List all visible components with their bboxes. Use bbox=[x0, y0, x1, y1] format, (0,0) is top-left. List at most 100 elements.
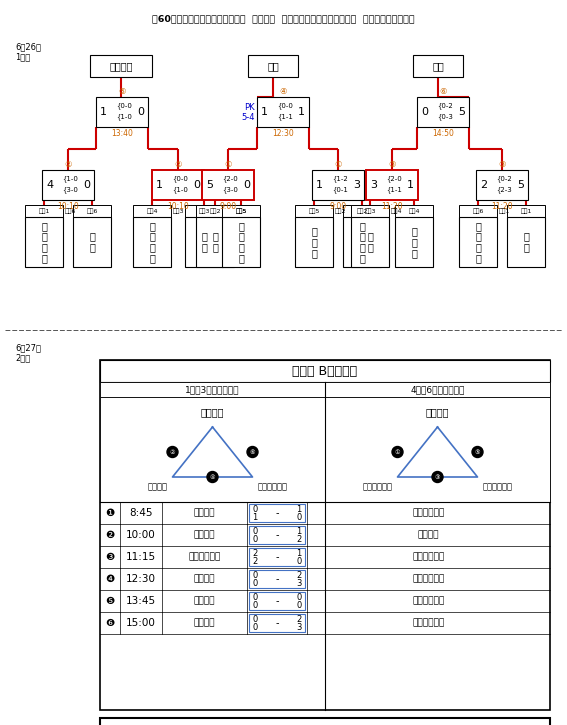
Bar bbox=[249, 592, 305, 610]
Bar bbox=[351, 217, 389, 267]
Text: -: - bbox=[275, 574, 279, 584]
Text: 浅
間: 浅 間 bbox=[201, 231, 207, 252]
Text: サニア Bグランド: サニア Bグランド bbox=[293, 365, 358, 378]
Text: ④: ④ bbox=[210, 474, 215, 479]
Text: {1-1: {1-1 bbox=[277, 114, 293, 120]
Bar bbox=[395, 205, 433, 217]
Text: ❹: ❹ bbox=[105, 574, 115, 584]
Text: 11:20: 11:20 bbox=[381, 202, 403, 211]
Text: 5: 5 bbox=[458, 107, 465, 117]
Text: 【東御東部】: 【東御東部】 bbox=[257, 482, 287, 491]
Bar bbox=[133, 217, 171, 267]
Text: ⑤: ⑤ bbox=[119, 87, 126, 96]
Bar bbox=[325, 397, 550, 502]
Text: 中
込: 中 込 bbox=[523, 231, 529, 252]
Text: 【上田第五】: 【上田第五】 bbox=[188, 552, 221, 561]
Text: ❶: ❶ bbox=[105, 508, 115, 518]
Text: {1-0: {1-0 bbox=[116, 114, 132, 120]
Bar bbox=[507, 205, 545, 217]
Text: 第60回長野県中学校総合体育大会  夏季大会  東信地区予選会東信ステージ  組み合わせ及び結果: 第60回長野県中学校総合体育大会 夏季大会 東信地区予選会東信ステージ 組み合わ… bbox=[152, 14, 414, 23]
Bar bbox=[25, 205, 63, 217]
Bar bbox=[90, 55, 152, 77]
Bar bbox=[202, 170, 254, 200]
Circle shape bbox=[472, 447, 483, 457]
Text: 【上田第一】: 【上田第一】 bbox=[412, 597, 445, 605]
Text: -: - bbox=[275, 552, 279, 562]
Text: -: - bbox=[275, 618, 279, 628]
Bar bbox=[249, 526, 305, 544]
Bar bbox=[248, 55, 298, 77]
Text: 6月27日
2日目: 6月27日 2日目 bbox=[15, 343, 41, 362]
Bar bbox=[295, 205, 333, 217]
Text: 【丸子】: 【丸子】 bbox=[194, 597, 215, 605]
Bar bbox=[100, 397, 325, 502]
Text: ②: ② bbox=[170, 450, 175, 455]
Text: 0: 0 bbox=[297, 513, 302, 521]
Text: {0-3: {0-3 bbox=[437, 114, 453, 120]
Text: 2: 2 bbox=[252, 549, 257, 558]
Text: 1: 1 bbox=[316, 180, 323, 190]
Text: 佐久4: 佐久4 bbox=[391, 208, 403, 214]
Text: 1: 1 bbox=[298, 107, 305, 117]
Text: {0-0: {0-0 bbox=[172, 175, 188, 183]
Text: 2: 2 bbox=[252, 557, 257, 566]
Text: 東
御
南
部: 東 御 南 部 bbox=[475, 221, 481, 263]
Bar bbox=[100, 382, 550, 397]
Text: 1: 1 bbox=[261, 107, 268, 117]
Text: 5: 5 bbox=[517, 180, 524, 190]
Text: {1-1: {1-1 bbox=[386, 186, 402, 194]
Text: 上小5: 上小5 bbox=[235, 208, 247, 214]
Text: 10:10: 10:10 bbox=[167, 202, 189, 211]
Text: ⑤: ⑤ bbox=[475, 450, 480, 455]
Bar bbox=[25, 217, 63, 267]
Bar bbox=[100, 718, 550, 725]
Bar bbox=[295, 217, 333, 267]
Text: 佐久2: 佐久2 bbox=[209, 208, 221, 214]
Text: 上小2: 上小2 bbox=[335, 208, 346, 214]
Text: 14:50: 14:50 bbox=[432, 129, 454, 138]
Text: 佐久1: 佐久1 bbox=[521, 208, 532, 214]
Text: 0: 0 bbox=[252, 615, 257, 624]
Text: {3-0: {3-0 bbox=[222, 186, 238, 194]
Text: 1: 1 bbox=[252, 513, 257, 521]
Text: 中込: 中込 bbox=[432, 61, 444, 71]
Text: 【上田第五】: 【上田第五】 bbox=[362, 482, 392, 491]
Bar bbox=[100, 360, 550, 382]
Text: 上小3: 上小3 bbox=[364, 208, 376, 214]
Bar bbox=[73, 217, 111, 267]
Text: 上
田
第
三: 上 田 第 三 bbox=[238, 221, 244, 263]
Text: 佐
久
東: 佐 久 東 bbox=[411, 226, 417, 258]
Text: 上
田
第
一: 上 田 第 一 bbox=[149, 221, 155, 263]
Text: ③: ③ bbox=[498, 160, 506, 169]
Text: 【丸子】: 【丸子】 bbox=[194, 508, 215, 518]
Text: 3: 3 bbox=[297, 579, 302, 587]
Text: 東御東部: 東御東部 bbox=[109, 61, 133, 71]
Text: 11:20: 11:20 bbox=[491, 202, 513, 211]
Text: -: - bbox=[275, 508, 279, 518]
Text: 4: 4 bbox=[46, 180, 53, 190]
Text: 【白田】: 【白田】 bbox=[147, 482, 167, 491]
Text: -: - bbox=[275, 596, 279, 606]
Circle shape bbox=[247, 447, 258, 457]
Text: 1: 1 bbox=[407, 180, 414, 190]
Text: 【白田】: 【白田】 bbox=[418, 531, 439, 539]
Text: ❸: ❸ bbox=[105, 552, 115, 562]
Bar bbox=[459, 217, 497, 267]
Bar bbox=[507, 217, 545, 267]
Text: 【上田第一】: 【上田第一】 bbox=[483, 482, 513, 491]
Circle shape bbox=[432, 471, 443, 483]
Bar bbox=[196, 217, 234, 267]
Text: 5: 5 bbox=[206, 180, 213, 190]
Text: {1-0: {1-0 bbox=[172, 186, 188, 194]
Text: 白田: 白田 bbox=[267, 61, 279, 71]
Text: 1: 1 bbox=[297, 549, 302, 558]
Text: 0: 0 bbox=[193, 180, 200, 190]
Text: 0: 0 bbox=[243, 180, 250, 190]
Text: ③: ③ bbox=[388, 160, 396, 169]
Text: 9:00: 9:00 bbox=[329, 202, 346, 211]
Text: {0-0: {0-0 bbox=[277, 103, 293, 109]
Bar bbox=[100, 360, 550, 710]
Bar bbox=[96, 97, 148, 127]
Text: 【上田第一】: 【上田第一】 bbox=[412, 552, 445, 561]
Text: {3-0: {3-0 bbox=[62, 186, 78, 194]
